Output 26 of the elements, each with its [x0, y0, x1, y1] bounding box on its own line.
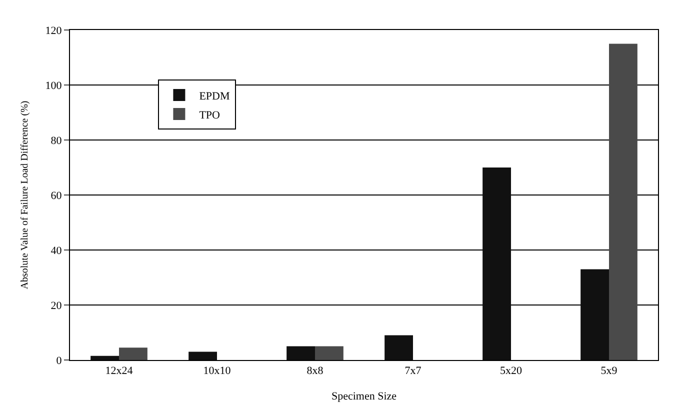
bar	[315, 346, 344, 360]
y-tick-label: 60	[50, 190, 62, 202]
x-tick-label: 8x8	[306, 365, 324, 378]
y-tick-label: 40	[50, 244, 62, 257]
bar	[384, 335, 413, 360]
x-tick-label: 5x20	[500, 365, 522, 378]
bar	[609, 44, 638, 360]
x-axis-title: Specimen Size	[331, 390, 397, 402]
y-tick-label: 120	[45, 24, 62, 37]
bar	[188, 352, 217, 360]
y-tick-label: 100	[45, 80, 62, 92]
y-tick-label: 0	[56, 354, 62, 367]
y-tick-label: 20	[50, 300, 62, 312]
x-tick-label: 12x24	[105, 365, 134, 378]
y-tick-label: 80	[50, 134, 62, 147]
bar	[90, 356, 119, 360]
legend-label: TPO	[199, 109, 220, 122]
bar	[580, 269, 609, 360]
bar	[119, 348, 148, 360]
y-axis-title: Absolute Value of Failure Load Difference (%)	[19, 100, 30, 290]
x-tick-label: 10x10	[203, 365, 232, 378]
bar	[482, 168, 511, 360]
x-tick-label: 5x9	[600, 365, 618, 378]
legend-label: EPDM	[199, 90, 230, 102]
x-tick-label: 7x7	[404, 365, 422, 378]
bar	[286, 346, 315, 360]
